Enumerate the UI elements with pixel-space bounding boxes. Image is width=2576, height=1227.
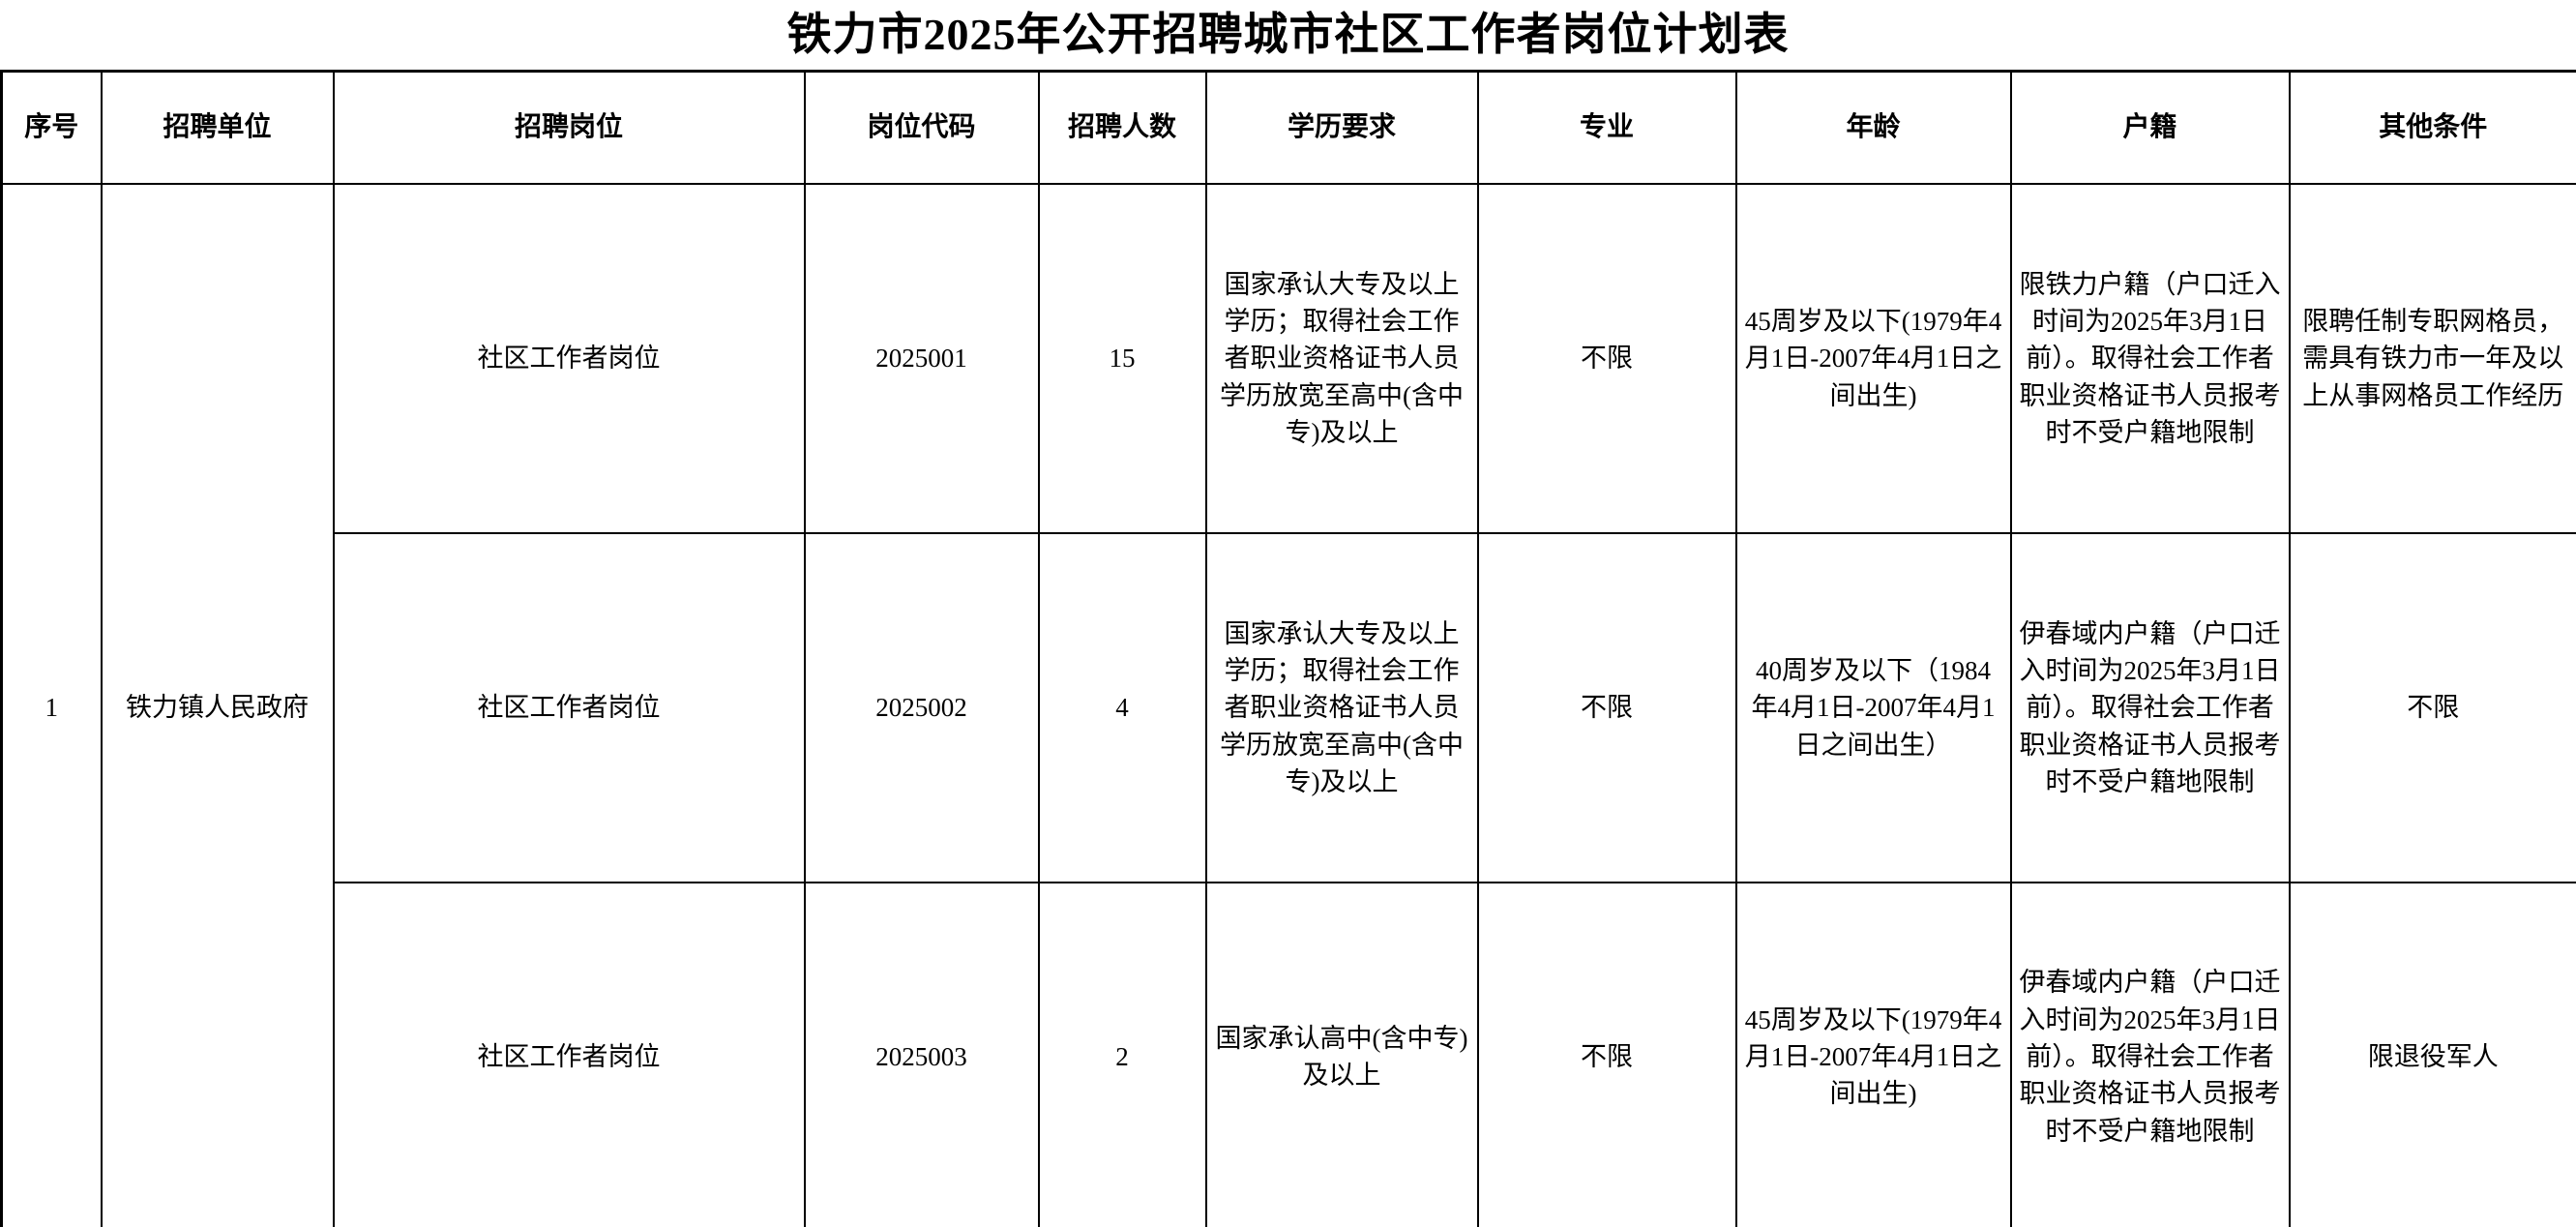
table-row: 社区工作者岗位 2025003 2 国家承认高中(含中专)及以上 不限 45周岁…: [2, 882, 2576, 1227]
cell-education: 国家承认大专及以上学历；取得社会工作者职业资格证书人员学历放宽至高中(含中专)及…: [1204, 532, 1479, 883]
table-row: 1 铁力镇人民政府 社区工作者岗位 2025001 15 国家承认大专及以上学历…: [0, 183, 2576, 1227]
cell-headcount: 15: [1037, 183, 1207, 534]
cell-other: 限退役军人: [2288, 882, 2576, 1227]
cell-code: 2025003: [803, 882, 1040, 1227]
table-row: 社区工作者岗位 2025002 4 国家承认大专及以上学历；取得社会工作者职业资…: [2, 532, 2576, 883]
col-header-position: 招聘岗位: [332, 70, 806, 185]
cell-employer: 铁力镇人民政府: [100, 183, 335, 1227]
cell-age: 40周岁及以下（1984年4月1日-2007年4月1日之间出生）: [1734, 532, 2012, 883]
col-header-education: 学历要求: [1204, 70, 1479, 185]
cell-major: 不限: [1476, 532, 1737, 883]
cell-household: 限铁力户籍（户口迁入时间为2025年3月1日前）。取得社会工作者职业资格证书人员…: [2009, 183, 2291, 534]
col-header-code: 岗位代码: [803, 70, 1040, 185]
cell-major: 不限: [1476, 183, 1737, 534]
cell-other: 限聘任制专职网格员，需具有铁力市一年及以上从事网格员工作经历: [2288, 183, 2576, 534]
cell-age: 45周岁及以下(1979年4月1日-2007年4月1日之间出生): [1734, 183, 2012, 534]
cell-headcount: 4: [1037, 532, 1207, 883]
recruitment-plan-table: 序号 招聘单位 招聘岗位 岗位代码 招聘人数 学历要求 专业 年龄 户籍 其他条…: [0, 70, 2576, 1227]
cell-household: 伊春域内户籍（户口迁入时间为2025年3月1日前）。取得社会工作者职业资格证书人…: [2009, 882, 2291, 1227]
col-header-employer: 招聘单位: [100, 70, 335, 185]
cell-household: 伊春域内户籍（户口迁入时间为2025年3月1日前）。取得社会工作者职业资格证书人…: [2009, 532, 2291, 883]
cell-other: 不限: [2288, 532, 2576, 883]
col-header-other: 其他条件: [2288, 70, 2576, 185]
cell-education: 国家承认高中(含中专)及以上: [1204, 882, 1479, 1227]
cell-code: 2025002: [803, 532, 1040, 883]
cell-code: 2025001: [803, 183, 1040, 534]
col-header-serial: 序号: [0, 70, 103, 185]
cell-major: 不限: [1476, 882, 1737, 1227]
table-header-row: 序号 招聘单位 招聘岗位 岗位代码 招聘人数 学历要求 专业 年龄 户籍 其他条…: [0, 70, 2576, 185]
cell-headcount: 2: [1037, 882, 1207, 1227]
cell-position: 社区工作者岗位: [332, 532, 806, 883]
col-header-age: 年龄: [1734, 70, 2012, 185]
cell-serial: 1: [0, 183, 103, 1227]
col-header-headcount: 招聘人数: [1037, 70, 1207, 185]
col-header-major: 专业: [1476, 70, 1737, 185]
col-header-household: 户籍: [2009, 70, 2291, 185]
page-title: 铁力市2025年公开招聘城市社区工作者岗位计划表: [786, 10, 1790, 59]
cell-education: 国家承认大专及以上学历；取得社会工作者职业资格证书人员学历放宽至高中(含中专)及…: [1204, 183, 1479, 534]
cell-position: 社区工作者岗位: [332, 882, 806, 1227]
cell-age: 45周岁及以下(1979年4月1日-2007年4月1日之间出生): [1734, 882, 2012, 1227]
cell-position: 社区工作者岗位: [332, 183, 806, 534]
